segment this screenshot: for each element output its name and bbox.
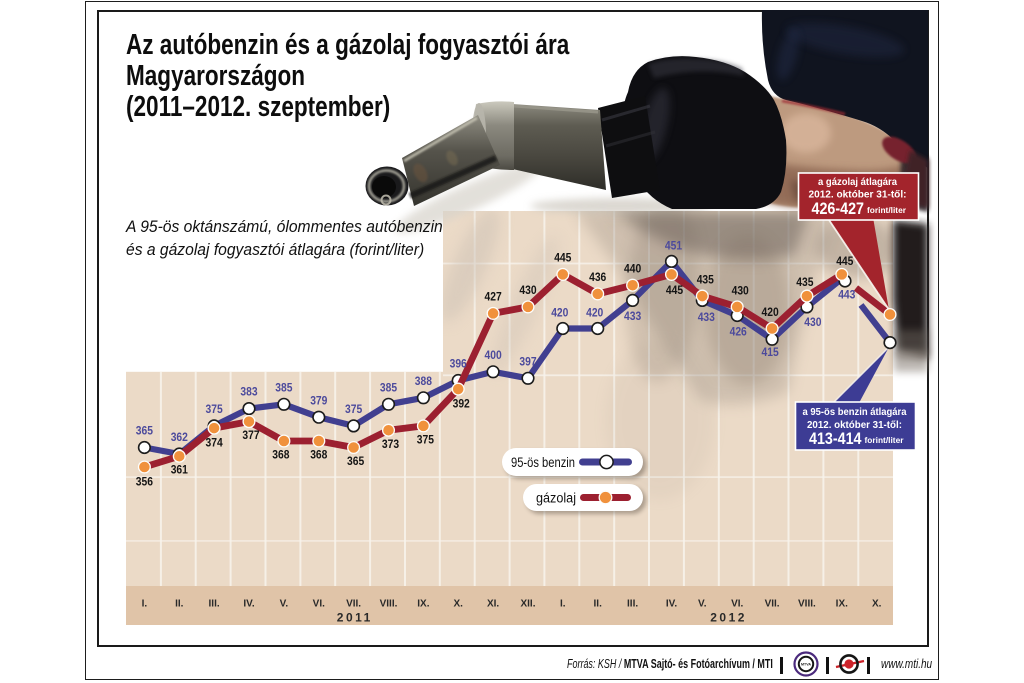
svg-text:VIII.: VIII. <box>798 599 816 610</box>
svg-text:426: 426 <box>730 327 747 339</box>
svg-text:368: 368 <box>310 450 328 462</box>
svg-text:VII.: VII. <box>765 599 780 610</box>
svg-text:V.: V. <box>280 599 289 610</box>
svg-text:433: 433 <box>698 312 715 324</box>
svg-text:II.: II. <box>594 599 603 610</box>
svg-text:365: 365 <box>136 426 154 438</box>
svg-text:362: 362 <box>171 432 188 444</box>
svg-text:430: 430 <box>804 317 821 329</box>
svg-text:forint/liter: forint/liter <box>867 206 906 215</box>
svg-text:375: 375 <box>417 435 435 447</box>
svg-text:II.: II. <box>175 599 184 610</box>
svg-text:VII.: VII. <box>346 599 361 610</box>
svg-text:361: 361 <box>171 464 189 476</box>
svg-text:2011: 2011 <box>337 611 373 625</box>
svg-text:443: 443 <box>838 290 855 302</box>
svg-text:VIII.: VIII. <box>380 599 398 610</box>
svg-text:III.: III. <box>627 599 638 610</box>
svg-text:IV.: IV. <box>243 599 255 610</box>
svg-text:392: 392 <box>453 399 470 411</box>
svg-text:420: 420 <box>586 308 603 320</box>
svg-text:451: 451 <box>665 241 683 253</box>
svg-text:2012. október 31-től:: 2012. október 31-től: <box>809 189 907 201</box>
svg-text:IV.: IV. <box>666 599 678 610</box>
svg-text:III.: III. <box>209 599 220 610</box>
svg-text:430: 430 <box>732 286 749 298</box>
svg-text:375: 375 <box>345 404 363 416</box>
svg-text:433: 433 <box>624 311 641 323</box>
svg-text:95-ös benzin: 95-ös benzin <box>511 455 575 470</box>
svg-text:IX.: IX. <box>836 599 848 610</box>
svg-text:X.: X. <box>872 599 882 610</box>
svg-text:396: 396 <box>450 359 467 371</box>
svg-text:445: 445 <box>666 285 684 297</box>
svg-text:356: 356 <box>136 477 153 489</box>
svg-text:379: 379 <box>310 395 327 407</box>
svg-text:V.: V. <box>698 599 707 610</box>
svg-text:435: 435 <box>697 275 715 287</box>
svg-text:I.: I. <box>560 599 566 610</box>
svg-text:430: 430 <box>519 285 536 297</box>
svg-text:IX.: IX. <box>417 599 429 610</box>
svg-text:XI.: XI. <box>487 599 499 610</box>
svg-text:368: 368 <box>272 450 290 462</box>
svg-text:445: 445 <box>836 256 854 268</box>
svg-text:VI.: VI. <box>313 599 325 610</box>
svg-text:385: 385 <box>275 382 293 394</box>
svg-text:a 95-ös benzin átlagára: a 95-ös benzin átlagára <box>803 406 907 418</box>
svg-text:445: 445 <box>554 253 572 265</box>
svg-text:400: 400 <box>485 350 502 362</box>
svg-text:440: 440 <box>624 263 641 275</box>
svg-text:X.: X. <box>453 599 463 610</box>
svg-text:377: 377 <box>242 430 259 442</box>
svg-text:388: 388 <box>415 376 433 388</box>
svg-text:a gázolaj átlagára: a gázolaj átlagára <box>818 176 897 188</box>
svg-text:427: 427 <box>485 292 502 304</box>
svg-text:385: 385 <box>380 382 398 394</box>
svg-text:2012: 2012 <box>710 611 747 625</box>
svg-text:420: 420 <box>762 307 779 319</box>
svg-text:365: 365 <box>347 456 365 468</box>
svg-text:436: 436 <box>589 272 606 284</box>
svg-text:420: 420 <box>551 308 568 320</box>
svg-text:383: 383 <box>240 387 257 399</box>
svg-text:397: 397 <box>519 356 536 368</box>
svg-text:374: 374 <box>206 438 224 450</box>
svg-text:XII.: XII. <box>520 599 535 610</box>
svg-text:I.: I. <box>142 599 148 610</box>
svg-text:MTVA: MTVA <box>801 663 811 667</box>
svg-text:413-414: 413-414 <box>809 429 862 448</box>
svg-text:375: 375 <box>206 404 224 416</box>
svg-text:2012. október 31-től:: 2012. október 31-től: <box>807 419 902 431</box>
svg-text:VI.: VI. <box>731 599 743 610</box>
svg-text:435: 435 <box>796 277 814 289</box>
svg-text:373: 373 <box>382 439 399 451</box>
svg-text:forint/liter: forint/liter <box>865 436 904 445</box>
svg-text:415: 415 <box>762 347 780 359</box>
svg-text:gázolaj: gázolaj <box>536 491 576 506</box>
svg-text:426-427: 426-427 <box>812 199 865 218</box>
